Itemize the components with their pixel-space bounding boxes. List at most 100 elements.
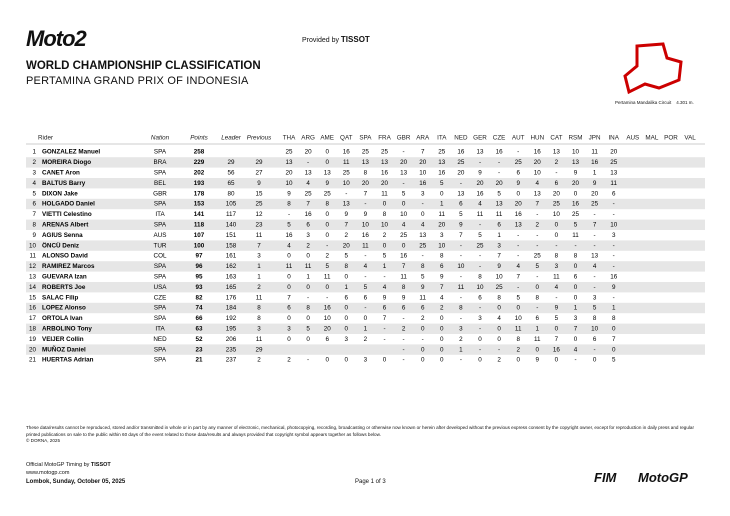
cell: 25 <box>572 211 580 218</box>
cell: 2 <box>555 159 559 166</box>
cell: 5 <box>497 190 501 197</box>
moto2-logo: Moto2 <box>26 26 87 51</box>
cell: 21 <box>29 357 37 364</box>
cell: 8 <box>257 315 261 322</box>
cell: 8 <box>612 315 616 322</box>
cell: - <box>498 169 500 176</box>
rider-name: CANET Aron <box>42 169 80 176</box>
cell: 11 <box>343 159 350 166</box>
column-header: Points <box>190 135 208 142</box>
cell: 7 <box>440 284 444 291</box>
cell: 18 <box>29 325 37 332</box>
cell: 105 <box>226 201 237 208</box>
cell: 4 <box>402 221 406 228</box>
cell: GBR <box>153 190 167 197</box>
cell: 3 <box>257 325 261 332</box>
rider-name: LOPEZ Alonso <box>42 305 86 312</box>
cell: 5 <box>555 315 559 322</box>
cell: - <box>307 294 309 301</box>
column-header: INA <box>608 135 619 142</box>
cell: - <box>594 284 596 291</box>
cell: 10 <box>324 315 332 322</box>
cell: 25 <box>534 253 542 260</box>
cell: 5 <box>383 253 387 260</box>
cell: 4 <box>497 315 501 322</box>
cell: 7 <box>257 242 261 249</box>
cell: 16 <box>343 149 351 156</box>
cell: 158 <box>226 242 237 249</box>
motogp-logo: MotoGP <box>638 470 688 485</box>
cell: - <box>536 211 538 218</box>
cell: 6 <box>555 180 559 187</box>
rider-name: ÖNCÜ Deniz <box>42 240 79 249</box>
cell: 25 <box>553 201 561 208</box>
cell: 97 <box>195 253 203 260</box>
cell: 2 <box>536 221 540 228</box>
cell: 11 <box>400 273 407 280</box>
cell: 13 <box>534 190 542 197</box>
cell: 52 <box>195 336 203 343</box>
place-date: Lombok, Sunday, October 05, 2025 <box>26 479 126 485</box>
cell: 4 <box>440 294 444 301</box>
cell: SPA <box>154 305 167 312</box>
cell: 5 <box>421 273 425 280</box>
cell: 9 <box>555 305 559 312</box>
cell: - <box>288 211 290 218</box>
circuit-info: Pertamina Mandalika Circuit 4.301 m. <box>615 100 694 105</box>
cell: - <box>383 336 385 343</box>
cell: 8 <box>536 294 540 301</box>
cell: 8 <box>383 211 387 218</box>
tissot: TISSOT <box>340 35 370 44</box>
cell: - <box>613 294 615 301</box>
cell: 0 <box>478 336 482 343</box>
cell: 13 <box>438 159 446 166</box>
cell: 25 <box>285 149 293 156</box>
cell: 6 <box>536 315 540 322</box>
cell: - <box>479 263 481 270</box>
cell: 16 <box>305 211 313 218</box>
cell: BRA <box>154 159 168 166</box>
cell: - <box>460 180 462 187</box>
cell: 4 <box>306 180 310 187</box>
cell: 6 <box>345 294 349 301</box>
cell: 2 <box>32 159 36 166</box>
cell: 1 <box>497 232 501 239</box>
cell: 140 <box>226 221 237 228</box>
cell: 12 <box>255 211 263 218</box>
cell: 0 <box>421 357 425 364</box>
cell: 20 <box>476 180 484 187</box>
cell: 1 <box>593 169 597 176</box>
cell: 16 <box>419 180 427 187</box>
cell: 0 <box>421 346 425 353</box>
cell: 117 <box>226 211 237 218</box>
cell: 202 <box>194 169 205 176</box>
cell: 178 <box>194 190 205 197</box>
cell: ITA <box>155 325 165 332</box>
cell: 0 <box>440 325 444 332</box>
cell: 9 <box>593 180 597 187</box>
provided-text: Provided by <box>302 37 339 44</box>
rider-name: AGIUS Senna <box>42 232 83 239</box>
column-header: QAT <box>340 135 353 142</box>
cell: 0 <box>555 357 559 364</box>
cell: 10 <box>285 180 293 187</box>
cell: 2 <box>364 336 368 343</box>
cell: 25 <box>305 190 313 197</box>
cell: 10 <box>362 221 370 228</box>
cell: 3 <box>32 169 36 176</box>
column-header: POR <box>664 135 678 142</box>
cell: 2 <box>257 284 261 291</box>
cell: - <box>517 242 519 249</box>
rider-name: ARBOLINO Tony <box>42 325 92 332</box>
cell: 5 <box>345 253 349 260</box>
cell: 7 <box>345 221 349 228</box>
cell: 8 <box>593 315 597 322</box>
cell: 0 <box>402 242 406 249</box>
cell: 13 <box>591 253 599 260</box>
disclaimer-text: These data/results cannot be reproduced,… <box>26 425 695 437</box>
cell: SPA <box>154 273 167 280</box>
cell: 7 <box>516 273 520 280</box>
cell: 0 <box>325 211 329 218</box>
cell: 13 <box>572 159 580 166</box>
column-header: AUS <box>626 135 639 142</box>
